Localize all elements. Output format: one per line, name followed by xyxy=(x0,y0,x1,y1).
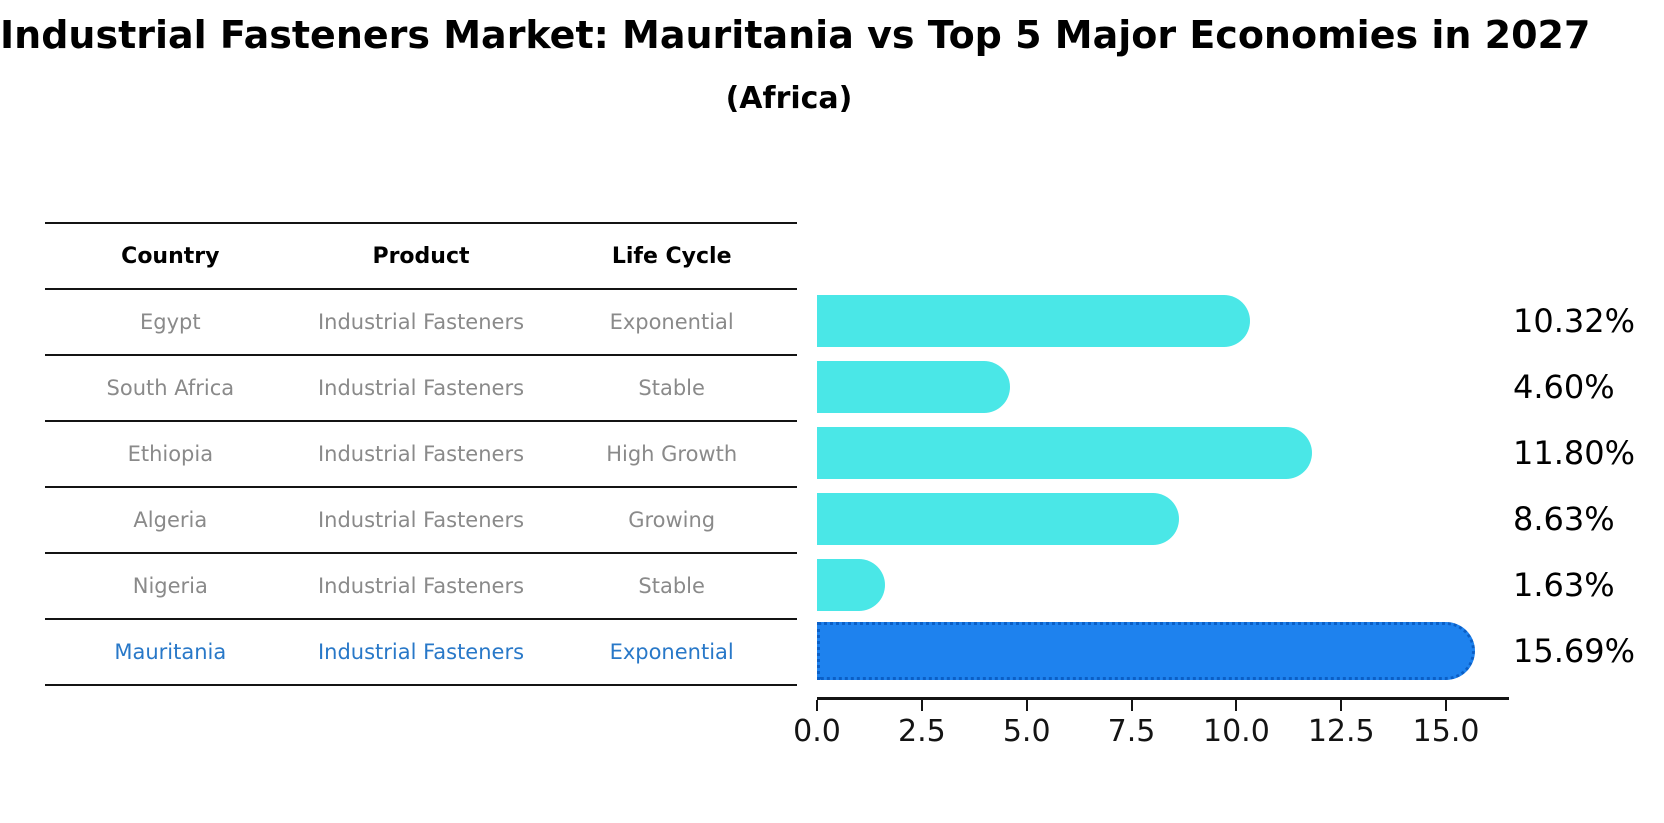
bar-egypt xyxy=(817,295,1250,347)
bar-ethiopia xyxy=(817,427,1312,479)
value-label-south-africa: 4.60% xyxy=(1513,368,1615,406)
table-header-row: Country Product Life Cycle xyxy=(45,224,797,290)
x-axis-tick xyxy=(920,700,923,711)
x-axis-tick xyxy=(1025,700,1028,711)
x-axis-line xyxy=(817,697,1509,700)
chart-title: Industrial Fasteners Market: Mauritania … xyxy=(0,13,1591,57)
x-axis-tick xyxy=(816,700,818,711)
country-table: Country Product Life Cycle Egypt Industr… xyxy=(45,222,797,686)
cell-country: Ethiopia xyxy=(127,442,214,466)
cell-life-cycle: Stable xyxy=(638,376,705,400)
column-header-life-cycle: Life Cycle xyxy=(611,243,732,269)
cell-country: Algeria xyxy=(133,508,208,532)
table-row: Egypt Industrial Fasteners Exponential xyxy=(45,290,797,356)
x-axis-tick xyxy=(1340,700,1343,711)
cell-life-cycle: Exponential xyxy=(609,640,734,664)
value-label-ethiopia: 11.80% xyxy=(1513,434,1636,472)
x-axis-tick-label: 12.5 xyxy=(1307,714,1375,749)
cell-product: Industrial Fasteners xyxy=(317,574,525,598)
x-axis-tick-label: 10.0 xyxy=(1202,714,1270,749)
chart-subtitle: (Africa) xyxy=(725,80,853,116)
cell-life-cycle: Exponential xyxy=(609,310,734,334)
table-row-highlight: Mauritania Industrial Fasteners Exponent… xyxy=(45,620,797,686)
table-row: Nigeria Industrial Fasteners Stable xyxy=(45,554,797,620)
x-axis-tick-label: 5.0 xyxy=(1002,714,1051,749)
table-row: Ethiopia Industrial Fasteners High Growt… xyxy=(45,422,797,488)
value-label-algeria: 8.63% xyxy=(1513,500,1615,538)
column-header-product: Product xyxy=(372,243,470,269)
cell-country: Egypt xyxy=(140,310,201,334)
bar-mauritania xyxy=(817,622,1475,680)
x-axis-tick-label: 7.5 xyxy=(1107,714,1156,749)
cell-product: Industrial Fasteners xyxy=(317,376,525,400)
cell-life-cycle: Stable xyxy=(638,574,705,598)
value-label-egypt: 10.32% xyxy=(1513,302,1636,340)
bar-algeria xyxy=(817,493,1179,545)
x-axis-tick xyxy=(1445,700,1448,711)
chart-header: Industrial Fasteners Market: Mauritania … xyxy=(0,0,1591,116)
bar-plot-area xyxy=(817,288,1509,697)
cell-product: Industrial Fasteners xyxy=(317,310,525,334)
bar-nigeria xyxy=(817,559,885,611)
table-row: Algeria Industrial Fasteners Growing xyxy=(45,488,797,554)
cell-product: Industrial Fasteners xyxy=(317,640,525,664)
cell-life-cycle: High Growth xyxy=(606,442,738,466)
cell-country: Nigeria xyxy=(132,574,208,598)
value-label-nigeria: 1.63% xyxy=(1513,566,1615,604)
x-axis-tick-label: 0.0 xyxy=(793,714,841,749)
x-axis-tick-label: 15.0 xyxy=(1412,714,1480,749)
value-label-mauritania: 15.69% xyxy=(1513,632,1636,670)
table-row: South Africa Industrial Fasteners Stable xyxy=(45,356,797,422)
cell-life-cycle: Growing xyxy=(628,508,716,532)
x-axis-tick xyxy=(1130,700,1133,711)
x-axis-tick xyxy=(1235,700,1238,711)
column-header-country: Country xyxy=(121,243,220,269)
cell-product: Industrial Fasteners xyxy=(317,442,525,466)
cell-country: South Africa xyxy=(106,376,235,400)
bar-south-africa xyxy=(817,361,1010,413)
x-axis-tick-label: 2.5 xyxy=(897,714,946,749)
cell-country: Mauritania xyxy=(114,640,227,664)
cell-product: Industrial Fasteners xyxy=(317,508,525,532)
